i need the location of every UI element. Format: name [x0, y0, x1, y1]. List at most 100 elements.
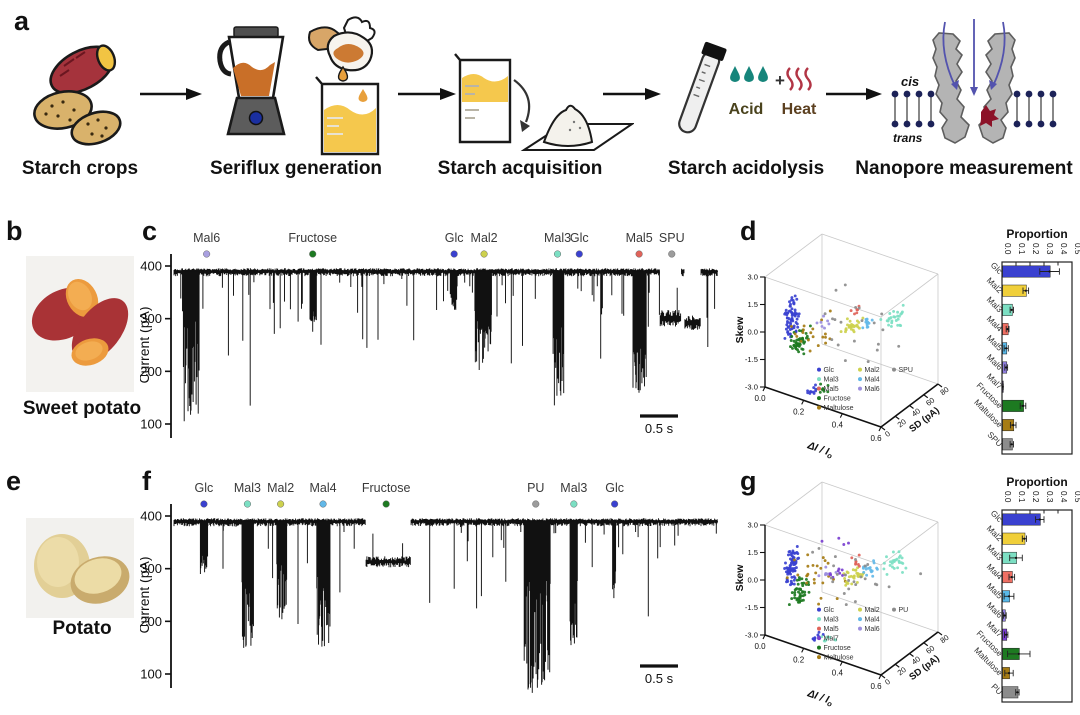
proportion-bar-chart-potato: Proportion 0.0 0.1 0.2 0.3 0.4 0.5 Glc Mal2 Mal3 M…	[952, 474, 1080, 715]
svg-text:100: 100	[140, 667, 162, 682]
beaker-icon	[454, 53, 512, 144]
svg-text:0.4: 0.4	[832, 669, 844, 678]
svg-text:0.1: 0.1	[1017, 491, 1026, 503]
potato-photo	[26, 518, 134, 618]
svg-text:0.0: 0.0	[754, 394, 766, 403]
svg-text:Mal4: Mal4	[310, 481, 337, 495]
svg-text:0: 0	[883, 429, 892, 439]
svg-text:0.4: 0.4	[1059, 243, 1068, 255]
svg-text:Mal3: Mal3	[234, 481, 261, 495]
svg-text:Proportion: Proportion	[1006, 227, 1067, 241]
pour-arrow	[513, 79, 531, 123]
svg-text:Mal5: Mal5	[626, 231, 653, 245]
blender-icon	[217, 26, 286, 136]
svg-text:80: 80	[938, 385, 950, 397]
potato-caption: Potato	[52, 618, 112, 639]
svg-text:3.0: 3.0	[747, 273, 758, 282]
svg-text:100: 100	[140, 417, 162, 432]
svg-text:Maltulose: Maltulose	[824, 405, 854, 412]
translocation-arrows-icon	[942, 19, 1006, 89]
svg-text:Glc: Glc	[570, 231, 589, 245]
analyte-molecule-icon	[980, 105, 999, 127]
stage-label-seriflux-generation: Seriflux generation	[209, 158, 383, 179]
svg-text:Mal4: Mal4	[865, 377, 880, 384]
svg-text:0.0: 0.0	[1003, 491, 1012, 503]
scatter-3d-potato: 3.0 1.5 0.0 -1.5 -3.0 Skew 0.0 0.2 0.4 0.6 ΔI / Io…	[733, 470, 961, 715]
svg-text:PU: PU	[899, 607, 909, 614]
svg-text:0.5 s: 0.5 s	[645, 671, 674, 686]
svg-text:Mal2: Mal2	[471, 231, 498, 245]
svg-text:Skew: Skew	[734, 564, 746, 592]
svg-text:Current (pA): Current (pA)	[140, 556, 152, 633]
svg-text:-1.5: -1.5	[745, 355, 758, 364]
svg-text:200: 200	[140, 614, 162, 629]
svg-text:PU: PU	[527, 481, 544, 495]
svg-text:Proportion: Proportion	[1006, 475, 1067, 489]
svg-text:0: 0	[883, 677, 892, 687]
stage-label-starch-acquisition: Starch acquisition	[437, 158, 603, 179]
svg-text:Mal6: Mal6	[193, 231, 220, 245]
svg-text:Glc: Glc	[605, 481, 624, 495]
svg-text:0.5: 0.5	[1073, 243, 1080, 255]
svg-text:400: 400	[140, 259, 162, 274]
svg-text:0.5 s: 0.5 s	[645, 421, 674, 436]
svg-text:Skew: Skew	[734, 316, 746, 344]
panel-letter-d: d	[740, 216, 757, 246]
svg-text:Mal5: Mal5	[824, 626, 839, 633]
nanopore-icon: cis trans	[891, 19, 1057, 145]
powder-pile-icon	[520, 104, 634, 151]
flow-arrow	[140, 88, 202, 100]
svg-text:ΔI / Io: ΔI / Io	[805, 439, 836, 461]
svg-text:0.2: 0.2	[1031, 491, 1040, 503]
heat-label: Heat	[782, 101, 817, 118]
svg-text:20: 20	[896, 417, 908, 429]
svg-text:0.0: 0.0	[747, 328, 758, 337]
panel-letter-a: a	[14, 6, 30, 36]
svg-text:Fructose: Fructose	[824, 645, 851, 652]
svg-text:0.0: 0.0	[1003, 243, 1012, 255]
stage-label-starch-crops: Starch crops	[21, 158, 139, 179]
svg-text:300: 300	[140, 561, 162, 576]
scatter-3d-sweet-potato: 3.0 1.5 0.0 -1.5 -3.0 Skew 0.0 0.2 0.4 0.6 ΔI / Io…	[733, 222, 961, 475]
svg-text:0.0: 0.0	[747, 576, 758, 585]
svg-text:0.0: 0.0	[754, 642, 766, 651]
svg-text:Mal4: Mal4	[865, 617, 880, 624]
svg-text:SPU: SPU	[899, 367, 913, 374]
current-trace-chart-sweet-potato: 400 300 200 100 Current (pA) Mal6 Fructose Glc M…	[136, 228, 730, 465]
proportion-bar-chart-sweet-potato: Proportion 0.0 0.1 0.2 0.3 0.4 0.5 Glc Mal2 Mal3 M…	[952, 226, 1080, 473]
svg-text:0.6: 0.6	[870, 682, 882, 691]
svg-text:ΔI / Io: ΔI / Io	[805, 687, 836, 709]
svg-text:0.4: 0.4	[1059, 491, 1068, 503]
flow-arrow	[398, 88, 456, 100]
panel-letter-c: c	[142, 216, 158, 246]
svg-text:200: 200	[140, 364, 162, 379]
svg-text:20: 20	[896, 665, 908, 677]
starch-acidolysis-icon: + Acid Heat	[678, 41, 817, 134]
svg-text:0.1: 0.1	[1017, 243, 1026, 255]
sweet-potato-photo	[26, 256, 134, 392]
svg-text:80: 80	[938, 633, 950, 645]
svg-text:400: 400	[140, 509, 162, 524]
sweet-potato-caption: Sweet potato	[22, 398, 142, 419]
svg-text:0.2: 0.2	[793, 655, 805, 664]
svg-text:Mal3: Mal3	[560, 481, 587, 495]
panel-letter-b: b	[6, 216, 23, 246]
svg-text:-3.0: -3.0	[745, 631, 758, 640]
cis-label: cis	[901, 74, 919, 89]
starch-acquisition-icon	[454, 53, 634, 151]
plus-sign: +	[775, 71, 785, 90]
svg-text:0.2: 0.2	[793, 407, 805, 416]
svg-text:Mal2: Mal2	[865, 367, 880, 374]
svg-text:Fructose: Fructose	[288, 231, 337, 245]
svg-text:Glc: Glc	[195, 481, 214, 495]
svg-text:Glc: Glc	[824, 607, 835, 614]
stage-label-nanopore-measurement: Nanopore measurement	[855, 158, 1073, 179]
beaker-icon	[315, 76, 380, 156]
svg-text:Glc: Glc	[824, 367, 835, 374]
svg-text:Mal3: Mal3	[544, 231, 571, 245]
starch-crops-icon	[33, 44, 122, 146]
trans-label: trans	[893, 131, 923, 145]
svg-text:Fructose: Fructose	[362, 481, 411, 495]
acid-drops-icon	[730, 66, 768, 82]
